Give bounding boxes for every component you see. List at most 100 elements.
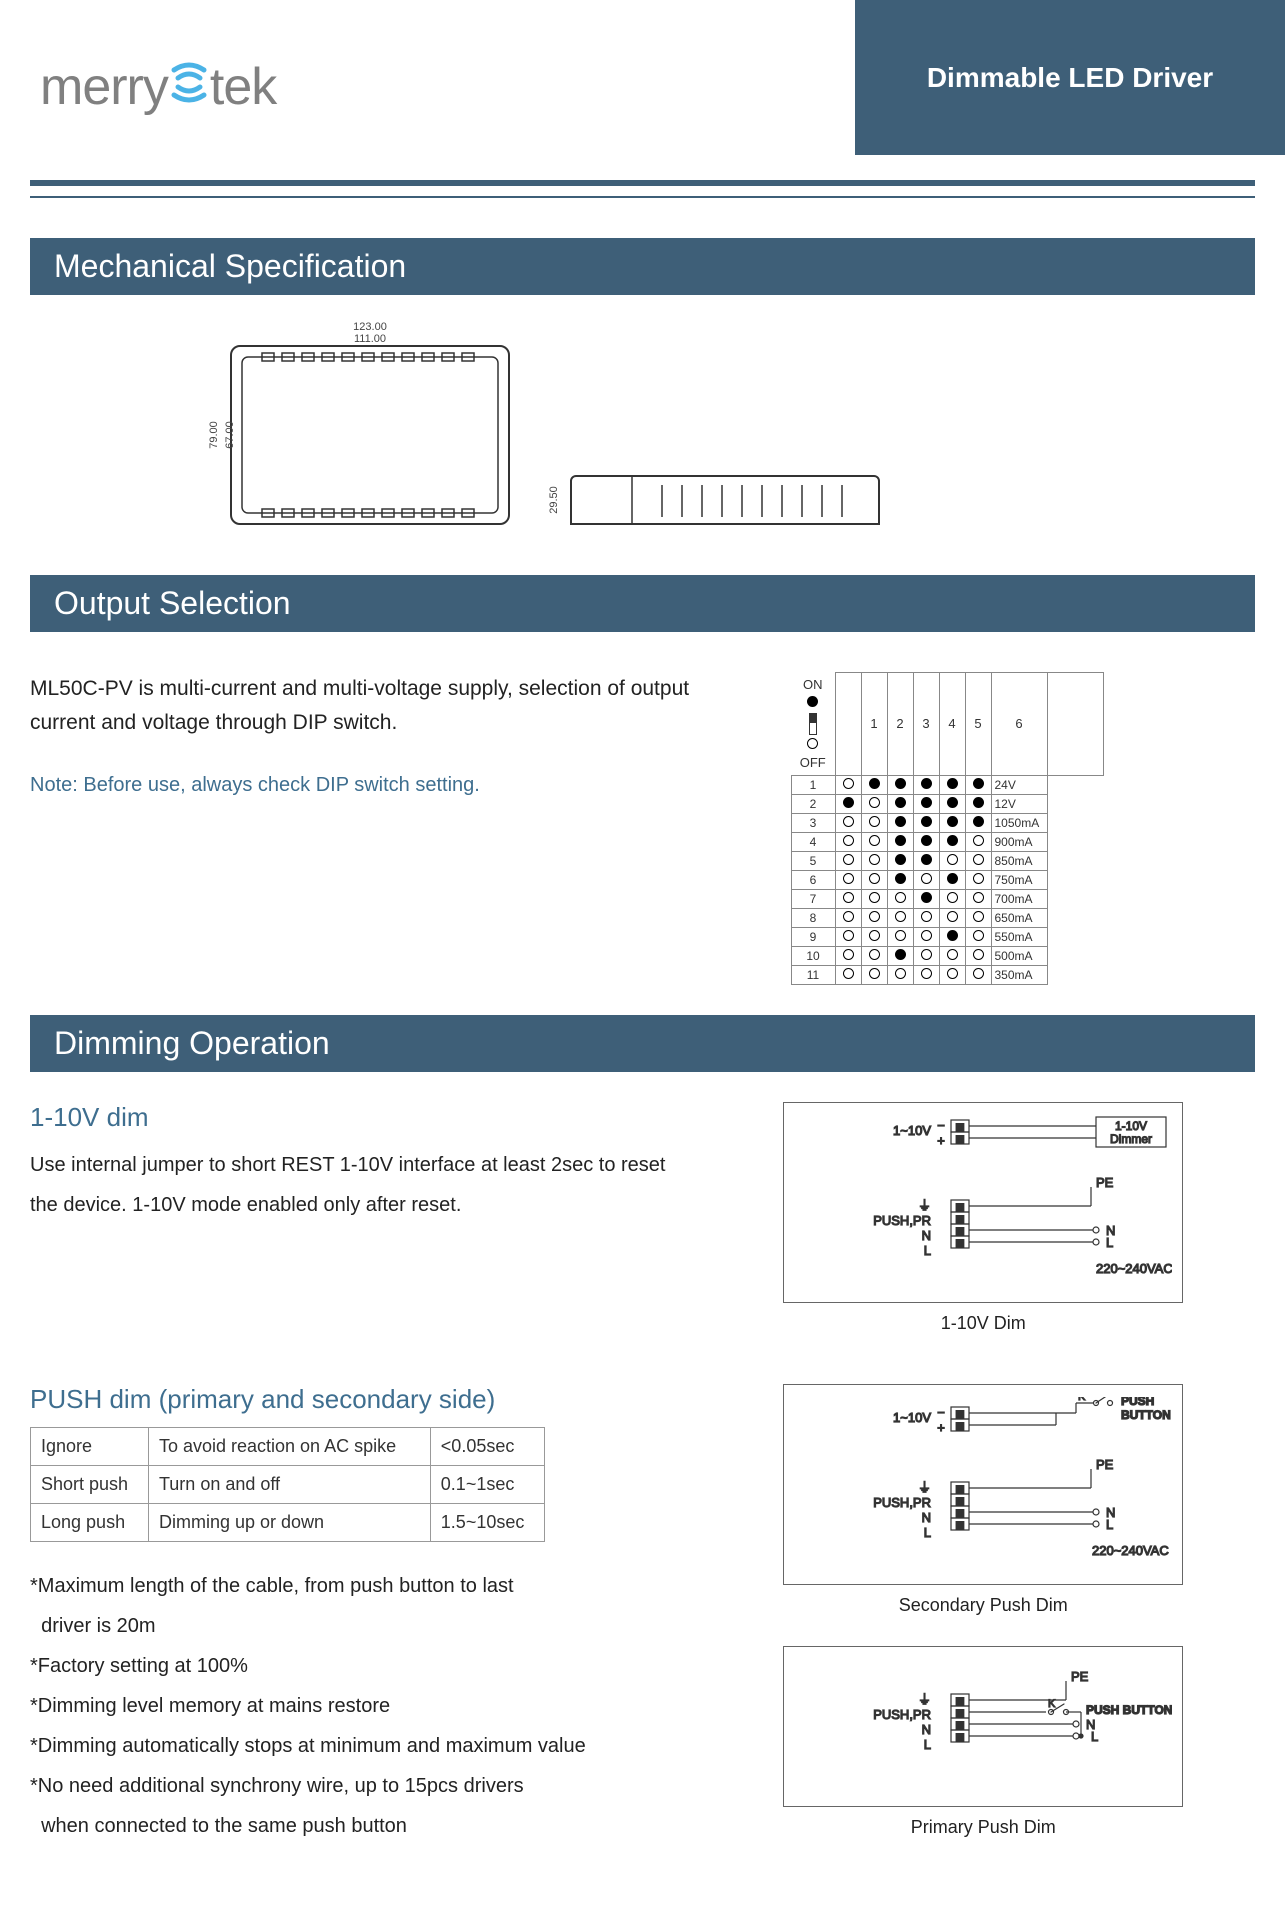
push-table-row: Short pushTurn on and off0.1~1sec <box>31 1465 545 1503</box>
push-note-item: *Factory setting at 100% <box>30 1646 692 1686</box>
dip-row: 11350mA <box>791 965 1103 984</box>
dip-row: 7700mA <box>791 889 1103 908</box>
output-note: Note: Before use, always check DIP switc… <box>30 769 741 801</box>
output-text: ML50C-PV is multi-current and multi-volt… <box>30 672 741 739</box>
svg-text:▣: ▣ <box>956 1238 965 1249</box>
svg-text:L: L <box>924 1525 931 1540</box>
svg-text:K: K <box>1048 1698 1056 1710</box>
svg-text:−: − <box>937 1118 945 1133</box>
svg-text:BUTTON: BUTTON <box>1121 1408 1171 1422</box>
svg-text:▣: ▣ <box>956 1496 965 1507</box>
svg-text:+: + <box>937 1133 945 1148</box>
svg-text:+: + <box>937 1420 945 1435</box>
dip-row: 5850mA <box>791 851 1103 870</box>
svg-text:Dimmer: Dimmer <box>1110 1132 1152 1146</box>
svg-text:▣: ▣ <box>956 1134 965 1145</box>
push-table-row: Long pushDimming up or down1.5~10sec <box>31 1503 545 1541</box>
svg-text:PUSH BUTTON: PUSH BUTTON <box>1086 1703 1172 1717</box>
dip-row: 31050mA <box>791 813 1103 832</box>
dip-row: 9550mA <box>791 927 1103 946</box>
svg-text:▣: ▣ <box>956 1226 965 1237</box>
svg-text:PUSH,PR: PUSH,PR <box>873 1213 931 1228</box>
wifi-icon <box>164 55 214 118</box>
svg-text:N: N <box>922 1228 931 1243</box>
push-note-item: *No need additional synchrony wire, up t… <box>30 1766 692 1846</box>
wiring-1-10v-caption: 1-10V Dim <box>941 1313 1026 1334</box>
divider-thin <box>30 196 1255 198</box>
svg-text:220~240VAC: 220~240VAC <box>1092 1543 1169 1558</box>
section-title-output: Output Selection <box>30 575 1255 632</box>
wiring-secondary-push: 1~10V −+ ▣▣ K PUSH BUTTON ⏚ PUSH,PR N L <box>783 1384 1183 1585</box>
dip-switch-table: ON OFF 123456 124V212V31050mA4900mA5850m… <box>791 672 1104 985</box>
svg-text:K: K <box>1078 1397 1086 1403</box>
divider-thick <box>30 180 1255 186</box>
svg-text:▣: ▣ <box>956 1520 965 1531</box>
section-title-dimming: Dimming Operation <box>30 1015 1255 1072</box>
push-dim-heading: PUSH dim (primary and secondary side) <box>30 1384 692 1415</box>
dim-side-h: 29.50 <box>548 486 560 514</box>
dip-row: 4900mA <box>791 832 1103 851</box>
banner-title: Dimmable LED Driver <box>855 0 1285 155</box>
dim-h-inner: 67.00 <box>224 421 236 449</box>
mechanical-diagrams: 123.00 111.00 79.00 67.00 29.50 <box>30 295 1255 575</box>
push-note-item: *Maximum length of the cable, from push … <box>30 1566 692 1646</box>
dim-h-outer: 79.00 <box>208 421 220 449</box>
svg-text:1~10V: 1~10V <box>893 1123 931 1138</box>
svg-text:▣: ▣ <box>956 1732 965 1743</box>
dim-w-inner: 111.00 <box>354 333 386 345</box>
wiring-primary-push: ⏚ PUSH,PR N L ▣▣▣▣ PE K PUSH BUTTON N L <box>783 1646 1183 1807</box>
section-title-mech: Mechanical Specification <box>30 238 1255 295</box>
svg-text:▣: ▣ <box>956 1508 965 1519</box>
dim-w-outer: 123.00 <box>353 321 387 333</box>
svg-text:▣: ▣ <box>956 1202 965 1213</box>
dip-legend: ON OFF <box>791 673 835 776</box>
dip-row: 10500mA <box>791 946 1103 965</box>
svg-text:N: N <box>922 1722 931 1737</box>
svg-text:▣: ▣ <box>956 1122 965 1133</box>
svg-text:PUSH: PUSH <box>1121 1397 1154 1408</box>
sideview-diagram <box>570 475 880 525</box>
wiring-secondary-caption: Secondary Push Dim <box>899 1595 1068 1616</box>
svg-text:1~10V: 1~10V <box>893 1410 931 1425</box>
push-table-row: IgnoreTo avoid reaction on AC spike<0.05… <box>31 1427 545 1465</box>
svg-text:1-10V: 1-10V <box>1115 1119 1147 1133</box>
svg-text:L: L <box>1106 1235 1113 1250</box>
svg-text:PE: PE <box>1096 1175 1114 1190</box>
svg-text:⏚: ⏚ <box>918 1198 931 1213</box>
push-notes: *Maximum length of the cable, from push … <box>30 1566 692 1846</box>
svg-text:L: L <box>1106 1517 1113 1532</box>
topview-diagram <box>230 345 510 525</box>
wiring-1-10v: 1~10V −+ ▣ ▣ 1-10V Dimmer ⏚ PUSH,PR N L … <box>783 1102 1183 1303</box>
dip-row: 124V <box>791 775 1103 794</box>
svg-text:PE: PE <box>1071 1669 1089 1684</box>
wiring-primary-caption: Primary Push Dim <box>911 1817 1056 1838</box>
dim-1-10v-heading: 1-10V dim <box>30 1102 692 1133</box>
dip-switch-table-container: ON OFF 123456 124V212V31050mA4900mA5850m… <box>791 672 1104 985</box>
svg-text:⏚: ⏚ <box>918 1480 931 1495</box>
svg-text:▣: ▣ <box>956 1409 965 1420</box>
brand-logo: merry tek <box>40 55 276 118</box>
svg-text:▣: ▣ <box>956 1696 965 1707</box>
push-dim-table: IgnoreTo avoid reaction on AC spike<0.05… <box>30 1427 545 1542</box>
dip-row: 212V <box>791 794 1103 813</box>
svg-text:220~240VAC: 220~240VAC <box>1096 1261 1172 1276</box>
svg-text:▣: ▣ <box>956 1484 965 1495</box>
svg-text:⏚: ⏚ <box>918 1692 931 1707</box>
push-note-item: *Dimming automatically stops at minimum … <box>30 1726 692 1766</box>
dip-row: 6750mA <box>791 870 1103 889</box>
svg-text:L: L <box>924 1737 931 1752</box>
svg-text:L: L <box>1091 1729 1098 1744</box>
svg-text:PUSH,PR: PUSH,PR <box>873 1707 931 1722</box>
svg-text:PE: PE <box>1096 1457 1114 1472</box>
svg-text:PUSH,PR: PUSH,PR <box>873 1495 931 1510</box>
dip-row: 8650mA <box>791 908 1103 927</box>
push-note-item: *Dimming level memory at mains restore <box>30 1686 692 1726</box>
svg-text:L: L <box>924 1243 931 1258</box>
header: merry tek Dimmable LED Driver <box>0 0 1285 180</box>
output-description: ML50C-PV is multi-current and multi-volt… <box>30 672 741 985</box>
svg-text:N: N <box>922 1510 931 1525</box>
svg-text:−: − <box>937 1405 945 1420</box>
dim-1-10v-text: Use internal jumper to short REST 1-10V … <box>30 1145 692 1225</box>
svg-text:▣: ▣ <box>956 1421 965 1432</box>
svg-text:▣: ▣ <box>956 1720 965 1731</box>
